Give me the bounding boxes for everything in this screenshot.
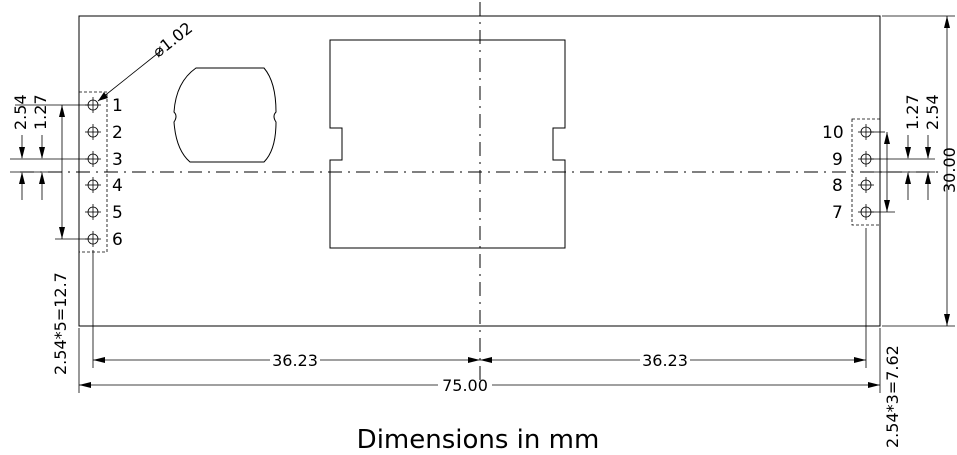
dim-height: 30.00: [882, 15, 957, 327]
dim-right-pitch: 1.27 2.54: [870, 94, 942, 200]
right-pin-label-9: 9: [832, 150, 843, 170]
dim-right-span-label: 2.54*3=7.62: [883, 345, 902, 448]
dim-left-span: 2.54*5=12.7: [51, 105, 90, 375]
dim-right-pitch-label: 2.54: [923, 94, 942, 130]
dim-left-half-pitch-label: 1.27: [31, 94, 50, 130]
hole-diameter-label: ⌀1.02: [149, 18, 196, 61]
left-pin-5: [85, 204, 101, 220]
left-pin-label-3: 3: [112, 150, 123, 170]
dim-total-width: 75.00: [78, 328, 881, 395]
dim-half-width-right: 36.23: [642, 351, 688, 370]
dim-right-half-pitch-label: 1.27: [903, 94, 922, 130]
left-pin-label-6: 6: [112, 230, 123, 250]
hole-diameter-callout: ⌀1.02: [97, 18, 196, 102]
left-pin-4: [85, 177, 101, 193]
dim-height-label: 30.00: [940, 147, 957, 193]
dim-half-width-left: 36.23: [272, 351, 318, 370]
caption: Dimensions in mm: [357, 425, 600, 455]
right-pin-label-7: 7: [832, 203, 843, 223]
right-pin-8: [858, 177, 874, 193]
dim-total-width-label: 75.00: [442, 376, 488, 395]
left-pin-label-5: 5: [112, 203, 123, 223]
dim-half-widths: 36.23 36.23: [92, 228, 867, 370]
dim-right-span: 2.54*3=7.62: [870, 132, 902, 448]
center-component-outline: [329, 39, 566, 249]
dim-left-pitch-label: 2.54: [11, 94, 30, 130]
left-pin-label-1: 1: [112, 96, 123, 116]
right-pin-label-10: 10: [822, 123, 844, 143]
right-pin-label-8: 8: [832, 176, 843, 196]
left-pin-label-4: 4: [112, 176, 123, 196]
oval-cutout: [173, 67, 277, 163]
left-pin-2: [85, 124, 101, 140]
dim-left-pitch: 2.54 1.27: [10, 94, 90, 200]
left-pin-label-2: 2: [112, 123, 123, 143]
dim-left-span-label: 2.54*5=12.7: [51, 272, 70, 375]
